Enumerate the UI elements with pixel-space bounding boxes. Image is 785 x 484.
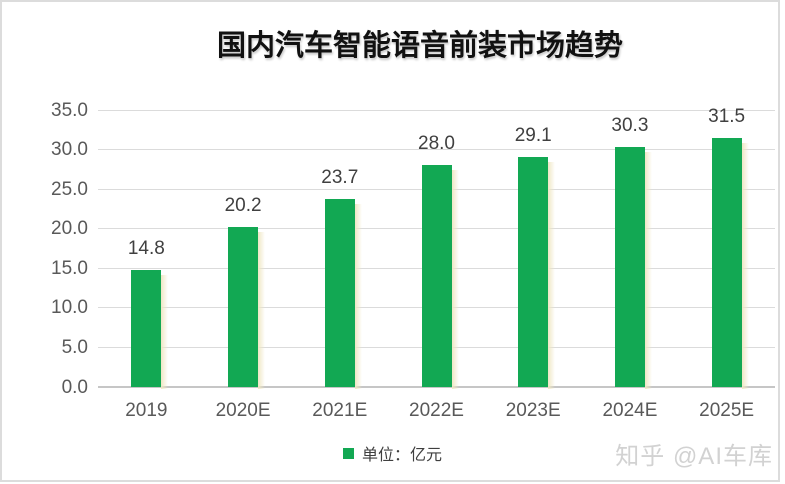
bar-2021E <box>324 199 362 389</box>
y-axis-tick-label: 20.0 <box>51 218 88 240</box>
x-axis-tick-label: 2025E <box>699 400 755 421</box>
bar-value-label: 14.8 <box>127 237 165 259</box>
y-axis-tick-label: 0.0 <box>61 376 88 398</box>
chart-title: 国内汽车智能语音前装市场趋势 <box>216 30 623 62</box>
x-axis-tick-label: 2024E <box>602 400 658 421</box>
bar-2022E <box>421 165 459 389</box>
x-axis-tick-label: 2023E <box>505 400 561 421</box>
watermark: 知乎 @AI车库 <box>615 443 773 470</box>
bar-value-label: 30.3 <box>611 115 649 137</box>
legend-label: 单位：亿元 <box>361 447 442 464</box>
x-axis-tick-label: 2020E <box>215 400 271 421</box>
bar-value-label: 28.0 <box>418 133 455 155</box>
x-axis-line <box>98 386 775 388</box>
legend: 单位：亿元 <box>0 441 785 465</box>
y-axis-tick-label: 10.0 <box>51 297 88 319</box>
y-axis-tick-label: 30.0 <box>51 139 88 161</box>
y-axis-tick-label: 5.0 <box>61 336 88 358</box>
y-axis-tick-label: 15.0 <box>51 257 88 279</box>
gridline <box>98 149 775 151</box>
bar-2019 <box>131 269 169 390</box>
bar-2020E <box>228 227 266 389</box>
bar-value-label: 20.2 <box>224 195 262 217</box>
bar-value-label: 29.1 <box>514 124 552 146</box>
bar-value-label: 23.7 <box>321 167 359 189</box>
x-axis-tick-label: 2022E <box>409 400 464 421</box>
bar-2023E <box>518 156 556 390</box>
gridline <box>98 109 775 111</box>
bar-value-label: 31.5 <box>708 105 746 127</box>
bar-2025E <box>711 137 749 390</box>
x-axis-tick-label: 2021E <box>312 400 368 421</box>
legend-swatch-icon <box>342 448 354 459</box>
y-axis-tick-label: 35.0 <box>51 99 88 121</box>
y-axis-tick-label: 25.0 <box>51 178 88 200</box>
bar-2024E <box>614 147 652 389</box>
x-axis-tick-label: 2019 <box>125 400 168 421</box>
